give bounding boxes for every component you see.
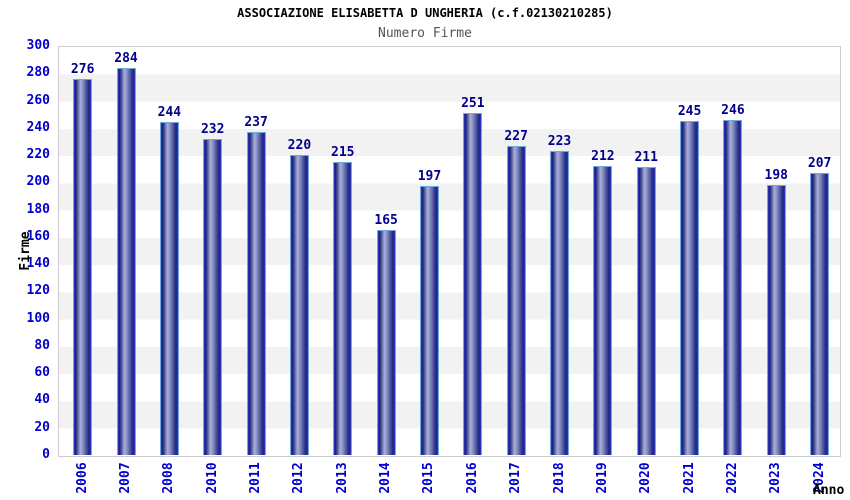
y-tick-label: 220 (26, 147, 50, 163)
bar-value-label: 207 (807, 155, 832, 171)
y-tick-label: 260 (26, 92, 50, 108)
x-tick-label-2008: 2008 (161, 462, 177, 494)
x-tick-label-2016: 2016 (464, 462, 480, 494)
bar-2011 (246, 131, 266, 455)
x-tick-label-2023: 2023 (768, 462, 784, 494)
bar-value-label: 197 (417, 169, 442, 185)
bar-value-label: 223 (547, 133, 572, 149)
x-tick-label-2015: 2015 (421, 462, 437, 494)
x-tick-label-2017: 2017 (508, 462, 524, 494)
y-tick-label: 160 (26, 228, 50, 244)
chart-title: ASSOCIAZIONE ELISABETTA D UNGHERIA (c.f.… (237, 6, 613, 20)
bar-value-label: 251 (461, 95, 485, 111)
y-tick-label: 60 (34, 365, 50, 381)
x-tick-label-2022: 2022 (724, 462, 740, 494)
x-tick-label-2014: 2014 (378, 462, 394, 494)
bar-2021 (680, 120, 700, 455)
y-tick-label: 120 (26, 283, 50, 299)
y-tick-label: 140 (26, 256, 50, 272)
bar-2017 (506, 145, 526, 455)
bar-2010 (203, 138, 223, 455)
bar-value-label: 220 (287, 138, 312, 154)
bar-value-label: 212 (591, 148, 615, 164)
bar-2020 (636, 167, 656, 455)
bar-value-label: 244 (157, 105, 182, 121)
bar-value-label: 198 (764, 168, 788, 184)
y-tick-label: 20 (34, 419, 50, 435)
chart-subtitle: Numero Firme (378, 26, 472, 41)
bar-2006 (73, 78, 93, 455)
bar-2014 (376, 230, 396, 455)
y-tick-label: 200 (26, 174, 50, 190)
x-tick-label-2020: 2020 (638, 462, 654, 494)
bar-value-label: 215 (331, 144, 355, 160)
bar-2015 (419, 186, 439, 455)
x-tick-label-2021: 2021 (681, 462, 697, 494)
y-tick-label: 0 (42, 447, 50, 462)
bar-value-label: 232 (200, 121, 225, 137)
bar-2012 (289, 155, 309, 455)
bar-2023 (766, 185, 786, 455)
bar-value-label: 165 (374, 213, 398, 229)
x-tick-label-2018: 2018 (551, 462, 567, 494)
y-tick-label: 180 (26, 201, 50, 217)
x-tick-label-2007: 2007 (118, 462, 134, 494)
x-tick-label-2013: 2013 (334, 462, 350, 494)
y-tick-label: 80 (34, 337, 50, 353)
bar-value-label: 237 (244, 114, 268, 130)
bar-value-label: 245 (677, 103, 702, 119)
bar-2019 (593, 165, 613, 455)
x-axis-title: Anno (813, 483, 845, 498)
bar-2024 (810, 172, 830, 455)
x-tick-label-2006: 2006 (74, 462, 90, 494)
bar-2008 (159, 122, 179, 455)
bar-value-label: 276 (70, 61, 95, 77)
x-tick-label-2019: 2019 (594, 462, 610, 494)
bar-2007 (116, 67, 136, 455)
bar-2018 (550, 150, 570, 455)
y-tick-label: 40 (34, 392, 50, 408)
y-tick-label: 240 (26, 119, 50, 135)
bar-value-label: 246 (721, 102, 745, 118)
bar-value-label: 227 (504, 128, 528, 144)
bar-2013 (333, 161, 353, 455)
plot-area (58, 46, 841, 457)
bar-value-label: 284 (114, 50, 138, 66)
bar-2022 (723, 119, 743, 455)
x-tick-label-2012: 2012 (291, 462, 307, 494)
bar-2016 (463, 112, 483, 455)
bar-value-label: 211 (634, 150, 658, 166)
y-axis-title: Firme (18, 231, 33, 271)
x-tick-label-2011: 2011 (248, 462, 264, 494)
x-tick-label-2010: 2010 (204, 462, 220, 494)
y-tick-label: 280 (26, 65, 50, 81)
y-tick-label: 300 (26, 38, 50, 53)
y-tick-label: 100 (26, 310, 50, 326)
